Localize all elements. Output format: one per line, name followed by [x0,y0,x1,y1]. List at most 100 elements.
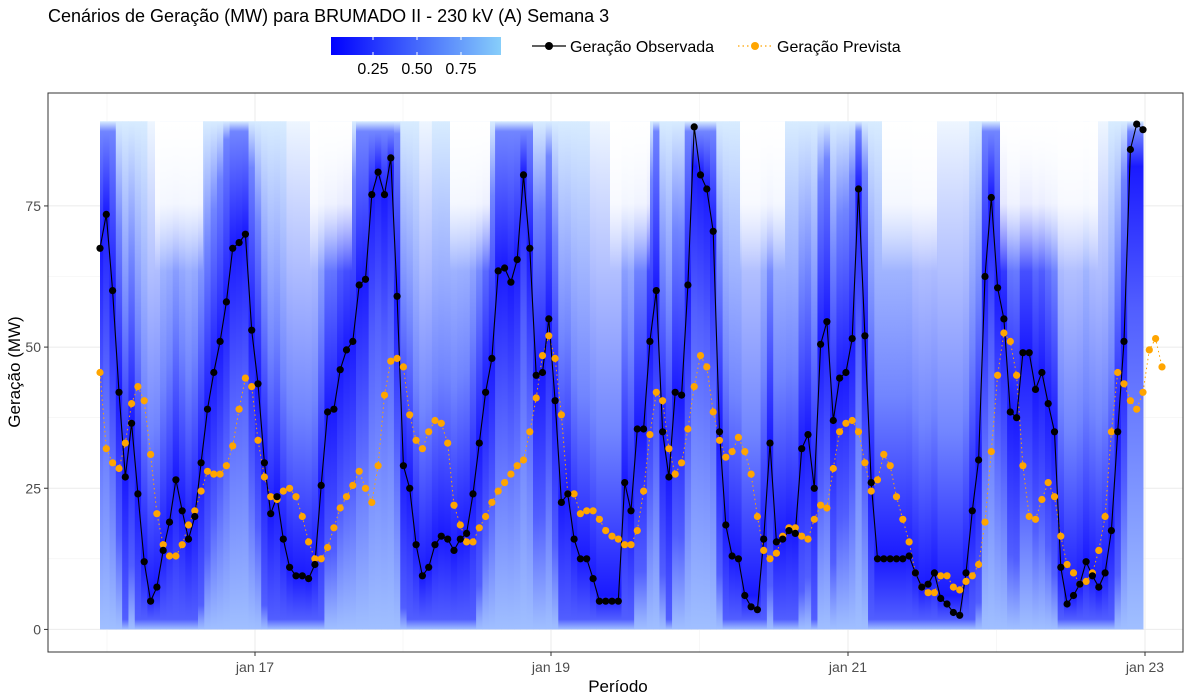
band-strip [469,121,477,630]
band-strip [1095,121,1103,630]
band-strip [1045,121,1052,630]
observed-point [817,340,825,348]
band-strip [1032,121,1040,630]
observed-point [734,555,743,563]
band-strip [356,121,363,630]
forecast-point [994,371,1002,379]
observed-point [557,498,566,506]
forecast-point [96,368,104,377]
band-gap [740,121,785,272]
band-strip [128,121,136,630]
observed-point [918,583,926,591]
observed-point [260,459,268,467]
band-strip [286,121,294,630]
band-gap [610,121,650,272]
observed-point [1120,337,1128,345]
forecast-point [1095,546,1103,555]
band-strip [905,121,913,630]
band-strip [476,121,484,630]
forecast-point [968,572,976,580]
observed-point [589,575,597,583]
band-strip [804,121,812,630]
band-strip [457,121,465,630]
forecast-point [216,470,224,478]
observed-point [210,368,218,377]
band-strip [368,121,376,630]
forecast-point [418,445,426,453]
band-strip [166,121,174,630]
band-strip [431,121,439,630]
band-strip [406,121,414,630]
forecast-point [772,549,781,557]
forecast-point [134,383,142,391]
observed-point [444,535,452,543]
observed-point [147,597,155,605]
band-strip [1108,121,1116,630]
forecast-point [937,572,945,580]
band-strip [874,121,882,630]
observed-point [1095,583,1103,591]
forecast-point [684,425,692,433]
forecast-point [456,521,464,529]
band-strip [381,121,389,630]
observed-point [943,600,951,608]
band-strip [855,121,863,630]
observed-point [892,555,901,563]
observed-point [962,569,970,577]
forecast-point [1139,388,1147,396]
band-strip [134,121,142,630]
forecast-point [621,541,629,549]
observed-point [886,555,894,563]
observed-point [368,191,376,199]
forecast-point [956,586,964,594]
observed-point [551,397,559,405]
band-strip [773,121,781,630]
observed-point [905,552,913,560]
observed-point [652,287,660,295]
forecast-point [975,560,983,569]
band-strip [501,121,509,630]
observed-point [128,419,136,427]
observed-point [595,597,604,605]
band-strip [495,121,502,630]
forecast-point [595,515,604,523]
observed-point [330,405,338,413]
legend-observed-marker [545,42,553,50]
forecast-point [1025,512,1033,521]
band-strip [962,121,970,630]
forecast-point [557,411,566,419]
observed-point [393,292,401,300]
band-strip [1051,121,1059,630]
forecast-point [1133,405,1141,413]
y-tick-label: 50 [25,339,41,355]
observed-point [703,185,711,193]
forecast-point [798,532,806,540]
band-strip [564,121,572,630]
forecast-point [962,577,970,586]
observed-point [640,425,648,433]
observed-point [254,380,262,388]
series-group [96,120,1166,619]
observed-point [488,354,496,362]
forecast-point [469,538,477,546]
forecast-point [1031,515,1040,523]
x-tick-label: jan 19 [531,659,570,675]
forecast-point [646,431,654,439]
observed-point [1044,400,1052,408]
forecast-point [513,462,521,470]
forecast-point [488,498,496,506]
y-tick-label: 0 [33,621,41,637]
observed-point [602,597,610,605]
band-strip [374,121,382,630]
forecast-point [210,470,218,478]
forecast-point [722,453,730,461]
band-strip [931,121,939,630]
forecast-point [102,445,110,453]
observed-point [753,606,762,614]
x-axis: jan 17 jan 19 jan 21 jan 23 [235,652,1164,675]
band-strip [1127,121,1135,630]
observed-point [836,374,844,382]
observed-point [361,275,370,283]
forecast-point [924,589,932,597]
observed-point [1139,126,1147,134]
